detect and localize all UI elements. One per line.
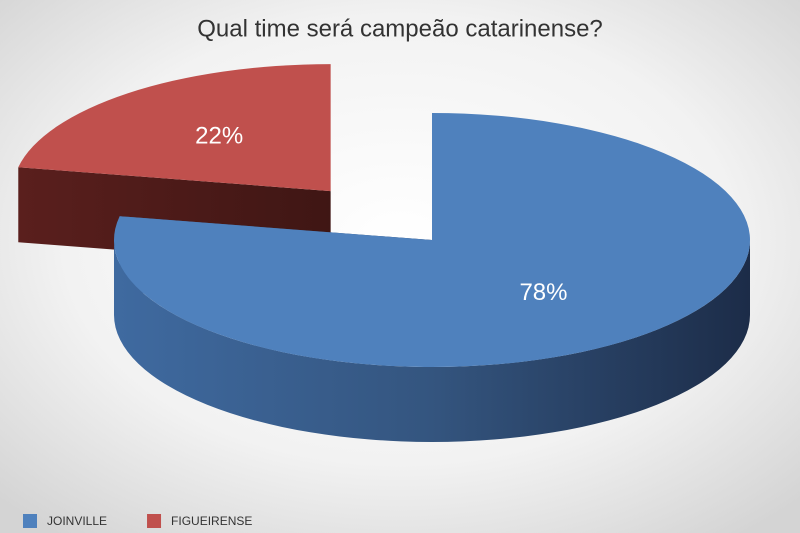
legend: JOINVILLE FIGUEIRENSE bbox=[23, 514, 252, 528]
data-label: 78% bbox=[519, 279, 567, 306]
chart-title: Qual time será campeão catarinense? bbox=[197, 15, 603, 42]
pie: 22% 78% bbox=[18, 64, 751, 442]
slice bbox=[18, 64, 331, 192]
slice bbox=[113, 113, 751, 367]
legend-label: JOINVILLE bbox=[47, 514, 107, 528]
legend-label: FIGUEIRENSE bbox=[171, 514, 252, 528]
slice-side bbox=[114, 240, 750, 442]
data-label: 22% bbox=[195, 123, 243, 150]
legend-swatch bbox=[23, 514, 37, 528]
legend-swatch bbox=[147, 514, 162, 528]
